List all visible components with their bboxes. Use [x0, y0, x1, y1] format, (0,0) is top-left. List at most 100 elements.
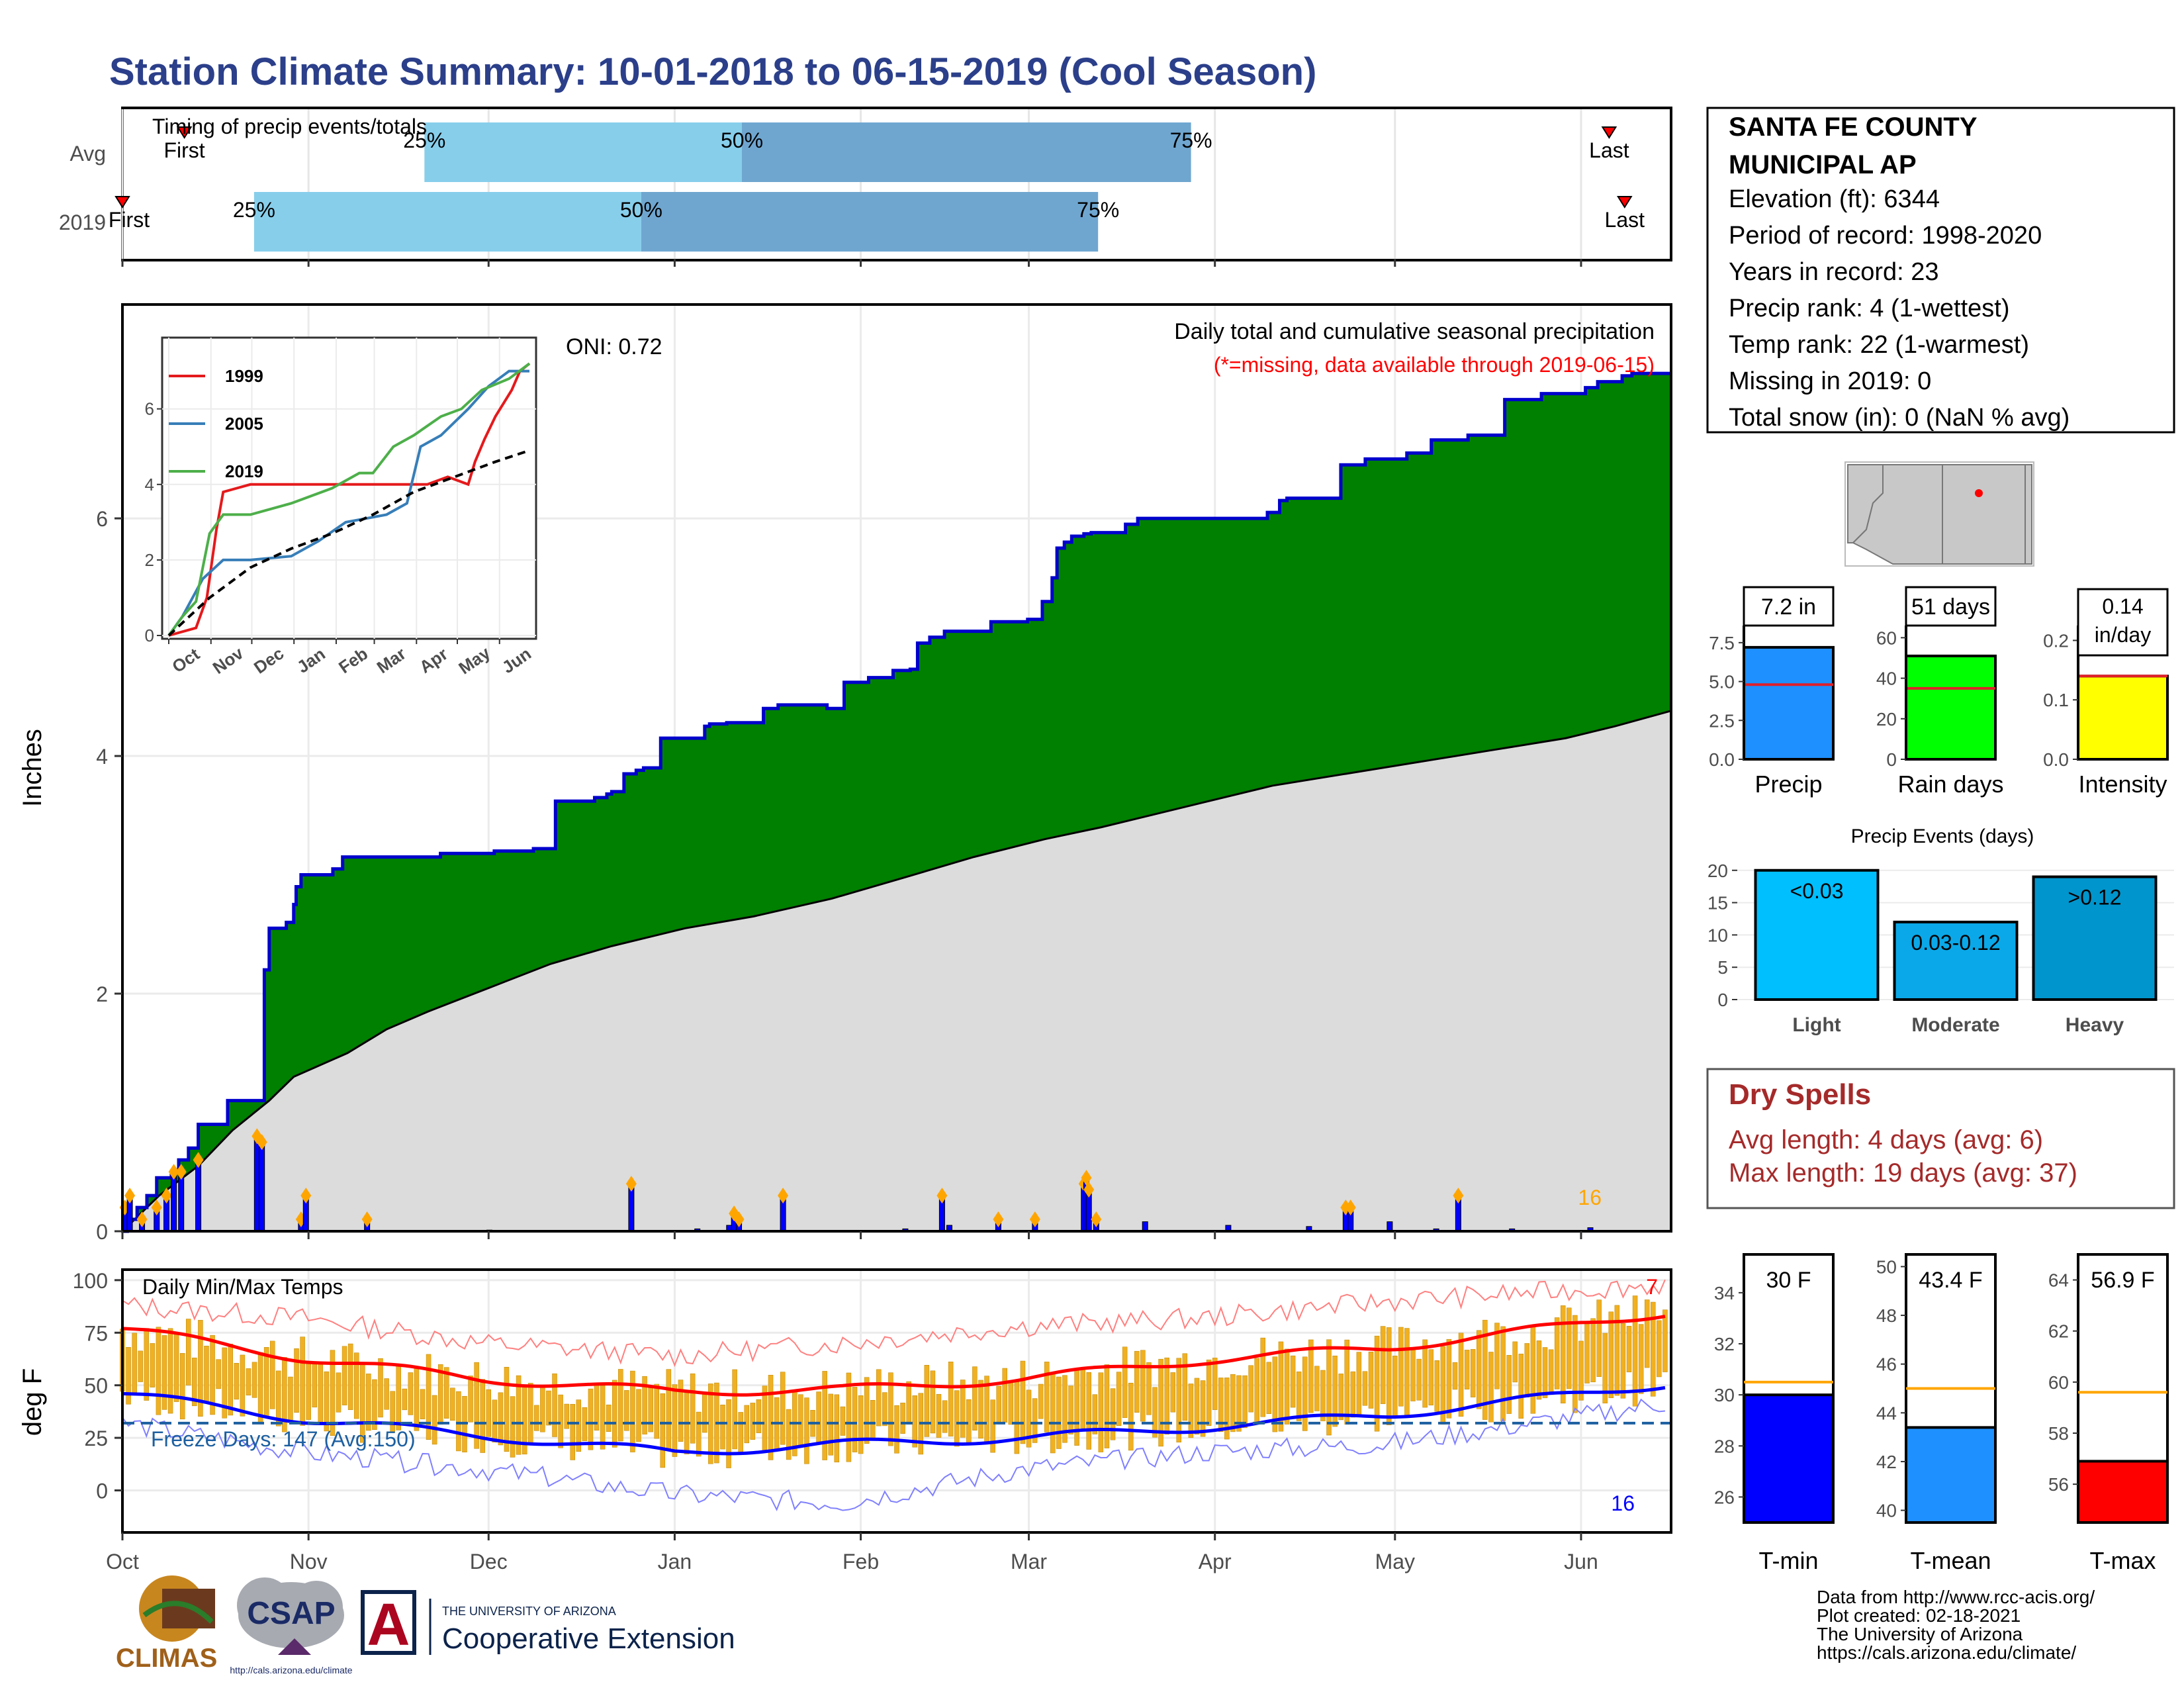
daily-temp-bar — [1548, 1349, 1554, 1395]
temp-summary-label: T-mean — [1910, 1547, 1991, 1574]
daily-temp-bar — [474, 1362, 479, 1449]
daily-temp-bar — [840, 1406, 846, 1436]
inset-legend-label: 1999 — [225, 366, 263, 386]
summary-ytick-label: 0.2 — [2043, 630, 2069, 651]
temp-summary-ytick-label: 40 — [1876, 1501, 1897, 1521]
daily-temp-bar — [978, 1380, 983, 1438]
temp-top-count: 7 — [1646, 1275, 1658, 1299]
daily-temp-bar — [1008, 1382, 1014, 1425]
daily-precip-bar — [178, 1171, 185, 1232]
daily-temp-bar — [822, 1371, 827, 1460]
inset-line-2019 — [167, 362, 531, 637]
daily-temp-bar — [1224, 1378, 1230, 1440]
daily-temp-bar — [228, 1344, 234, 1416]
daily-temp-bar — [1020, 1360, 1026, 1444]
daily-temp-bar — [179, 1353, 185, 1420]
daily-temp-bar — [1236, 1375, 1242, 1432]
daily-temp-bar — [1122, 1346, 1128, 1418]
daily-temp-bar — [1386, 1327, 1392, 1425]
daily-temp-bar — [1428, 1349, 1433, 1406]
daily-temp-bar — [1482, 1319, 1488, 1420]
daily-temp-bar — [834, 1394, 840, 1463]
daily-temp-bar — [1116, 1372, 1122, 1427]
precip-ytick-label: 2 — [96, 982, 108, 1006]
station-missing: Missing in 2019: 0 — [1729, 367, 1931, 395]
daily-temp-bar — [1200, 1380, 1206, 1437]
daily-temp-bar — [540, 1385, 545, 1432]
daily-precip-marker — [300, 1188, 312, 1204]
events-bar-moderate — [1893, 920, 2019, 1002]
daily-temp-bar — [138, 1350, 143, 1382]
temp-ytick-label: 75 — [84, 1321, 108, 1345]
events-category-label: Light — [1792, 1014, 1841, 1036]
summary-bar-intensity — [2077, 675, 2169, 761]
summary-bar-rain-days — [1905, 654, 1997, 761]
missing-caption: (*=missing, data available through 2019-… — [1214, 353, 1655, 377]
daily-temp-bar — [588, 1388, 594, 1450]
daily-temp-bar — [1356, 1352, 1362, 1415]
daily-temp-bar — [1632, 1295, 1638, 1407]
daily-temp-bar — [930, 1370, 936, 1434]
temp-summary-ytick-label: 42 — [1876, 1452, 1897, 1472]
daily-temp-bar — [1050, 1374, 1056, 1454]
daily-temp-bar — [276, 1370, 281, 1427]
month-label: Apr — [1199, 1550, 1232, 1573]
daily-temp-bar — [1344, 1339, 1349, 1425]
daily-temp-bar — [696, 1411, 702, 1457]
summary-label: Intensity — [2078, 771, 2167, 798]
normal-max-line — [122, 1315, 1666, 1397]
daily-temp-bar — [384, 1378, 389, 1410]
daily-precip-marker — [1453, 1188, 1464, 1204]
daily-temp-bar — [1026, 1389, 1032, 1448]
daily-temp-bar — [1182, 1353, 1188, 1421]
temp-summary-bar-t-min — [1743, 1393, 1835, 1524]
daily-temp-bar — [1152, 1387, 1158, 1438]
daily-temp-bar — [1110, 1388, 1116, 1440]
daily-precip-marker — [733, 1211, 745, 1228]
daily-temp-bar — [1128, 1383, 1134, 1451]
ua-block-a-outline — [361, 1590, 416, 1655]
station-elevation: Elevation (ft): 6344 — [1729, 185, 1940, 213]
daily-temp-bar — [1404, 1328, 1410, 1417]
summary-value-box — [2077, 588, 2169, 657]
daily-temp-bar — [1332, 1355, 1338, 1427]
temp-summary-value: 30 F — [1766, 1268, 1811, 1293]
climas-logo-text: CLIMAS — [116, 1644, 217, 1673]
summary-ytick-label: 0.0 — [1709, 749, 1735, 770]
daily-temp-bar — [882, 1392, 887, 1427]
daily-temp-bar — [1446, 1338, 1452, 1419]
record-min-line — [122, 1398, 1666, 1512]
daily-temp-bar — [426, 1354, 432, 1440]
daily-temp-bar — [1572, 1315, 1578, 1413]
daily-temp-bar — [1164, 1357, 1169, 1435]
climas-swoosh-icon — [142, 1601, 214, 1624]
daily-precip-marker — [256, 1134, 267, 1150]
csap-cloud-icon-2 — [237, 1577, 293, 1633]
credits: Data from http://www.rcc-acis.org/ Plot … — [1817, 1587, 2095, 1663]
temp-summary-ytick-label: 58 — [2048, 1423, 2069, 1444]
daily-temp-bar — [1434, 1360, 1440, 1412]
month-label: Feb — [842, 1550, 879, 1573]
events-bar-light — [1754, 868, 1880, 1002]
ua-extension: Cooperative Extension — [442, 1622, 735, 1655]
daily-temp-bar — [960, 1380, 966, 1438]
daily-temp-bar — [282, 1357, 287, 1432]
temp-summary-ytick-label: 62 — [2048, 1321, 2069, 1342]
daily-temp-bar — [1032, 1398, 1038, 1443]
daily-temp-bar — [726, 1399, 731, 1468]
daily-temp-bar — [1044, 1362, 1050, 1432]
daily-temp-bar — [240, 1354, 246, 1417]
temp-summary-bar-t-mean — [1905, 1426, 1997, 1524]
daily-temp-bar — [1086, 1372, 1091, 1450]
precip-count-label: 16 — [1578, 1186, 1602, 1209]
summary-value: 51 days — [1911, 594, 1990, 620]
daily-temp-bar — [1368, 1352, 1374, 1409]
daily-temp-bar — [156, 1327, 161, 1415]
cumulative-precip-line — [122, 371, 1671, 1233]
daily-temp-bar — [1362, 1371, 1368, 1406]
daily-temp-bar — [1410, 1350, 1416, 1401]
daily-temp-bar — [1062, 1375, 1068, 1443]
temp-summary-label: T-min — [1759, 1547, 1819, 1574]
daily-precip-marker — [1081, 1170, 1092, 1186]
daily-temp-bar — [1542, 1347, 1548, 1399]
